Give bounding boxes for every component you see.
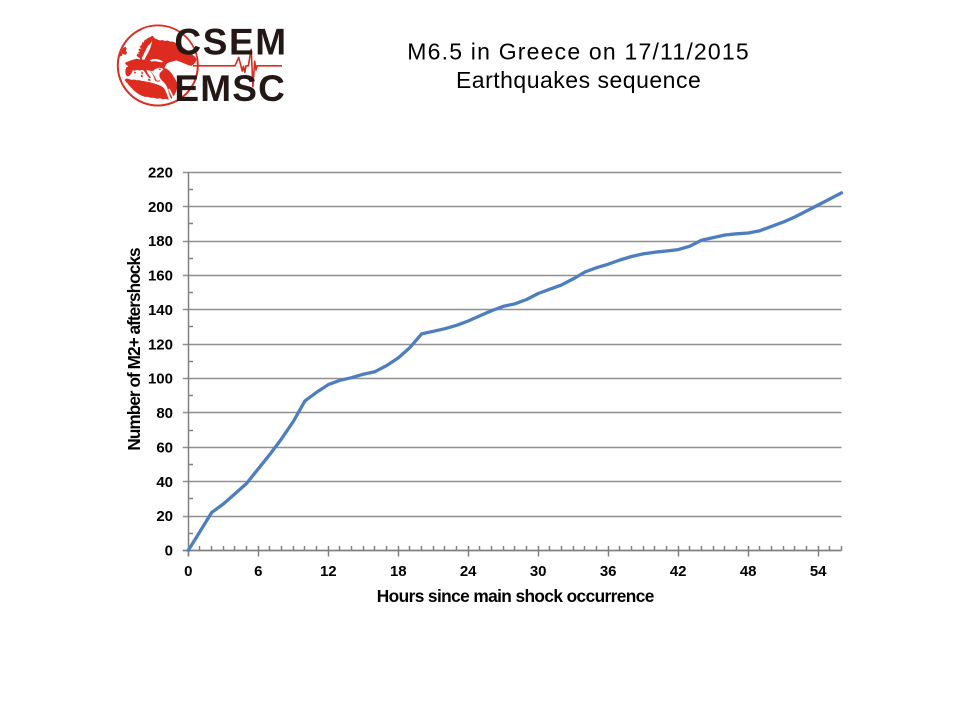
svg-text:Number of M2+ aftershocks: Number of M2+ aftershocks: [124, 248, 144, 451]
svg-text:54: 54: [810, 563, 827, 580]
svg-text:36: 36: [600, 563, 617, 580]
svg-text:12: 12: [320, 563, 337, 580]
svg-text:EMSC: EMSC: [174, 68, 286, 109]
svg-text:80: 80: [156, 405, 173, 422]
svg-text:M6.5 in Greece on 17/11/2015: M6.5 in Greece on 17/11/2015: [407, 39, 750, 65]
svg-text:20: 20: [156, 508, 173, 525]
svg-text:0: 0: [184, 563, 192, 580]
svg-text:140: 140: [148, 302, 173, 319]
svg-text:200: 200: [148, 199, 173, 216]
svg-text:18: 18: [390, 563, 407, 580]
svg-text:100: 100: [148, 371, 173, 388]
svg-text:24: 24: [460, 563, 477, 580]
svg-text:Hours since main shock occurre: Hours since main shock occurrence: [377, 586, 655, 606]
svg-text:160: 160: [148, 268, 173, 285]
svg-text:6: 6: [254, 563, 262, 580]
svg-text:180: 180: [148, 233, 173, 250]
svg-text:Earthquakes sequence: Earthquakes sequence: [456, 67, 701, 93]
svg-text:60: 60: [156, 439, 173, 456]
svg-text:0: 0: [165, 543, 173, 560]
svg-text:CSEM: CSEM: [174, 22, 287, 63]
svg-text:220: 220: [148, 165, 173, 182]
svg-text:30: 30: [530, 563, 547, 580]
svg-text:42: 42: [670, 563, 687, 580]
svg-text:40: 40: [156, 474, 173, 491]
svg-text:48: 48: [740, 563, 757, 580]
svg-text:120: 120: [148, 336, 173, 353]
